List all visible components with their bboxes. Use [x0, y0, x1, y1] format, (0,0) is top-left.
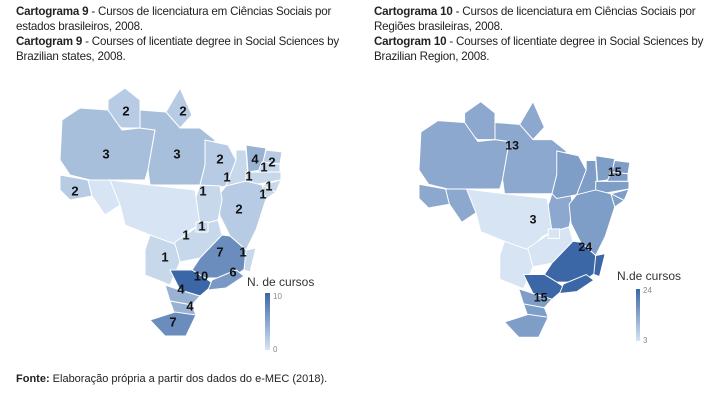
state-label-rn: 2	[268, 154, 275, 169]
state-label-am: 3	[102, 146, 109, 161]
caption-pt-title: Cartograma 10	[374, 5, 453, 18]
state-label-al: 1	[265, 178, 272, 193]
region-norte-ac	[418, 183, 450, 209]
legend-max: 24	[643, 286, 652, 295]
state-label-pa: 3	[173, 146, 180, 161]
state-label-ac: 2	[71, 183, 78, 198]
region-sul-rs	[503, 313, 549, 338]
state-ac	[59, 174, 93, 201]
state-label-rj: 6	[229, 264, 236, 279]
legend-states: N. de cursos 10 0	[247, 275, 314, 354]
map-regions: 13 15 3 24 15	[418, 100, 631, 338]
state-label-sp: 10	[194, 268, 208, 283]
caption-pt-text: - Cursos de licenciatura em Ciências Soc…	[374, 5, 696, 33]
state-label-ap: 2	[179, 103, 186, 118]
caption-cartogram-9: Cartograma 9 - Cursos de licenciatura em…	[16, 4, 361, 64]
region-sul-pr	[518, 288, 553, 309]
state-rj	[207, 269, 245, 291]
legend-gradient	[265, 293, 270, 350]
legend-regions: N.de cursos 24 3	[617, 269, 681, 345]
state-pr	[164, 284, 201, 306]
region-nordeste-ba	[568, 189, 616, 257]
state-label-sc: 4	[186, 298, 194, 313]
state-label-df: 1	[198, 218, 205, 233]
legend-min: 0	[273, 345, 278, 354]
caption-en-text: - Courses of licentiate degree in Social…	[16, 35, 339, 63]
state-ro	[87, 179, 121, 216]
caption-pt-title: Cartograma 9	[16, 5, 89, 18]
region-label-centro-oeste: 3	[530, 213, 537, 227]
caption-pt-text: - Cursos de licenciatura em Ciências Soc…	[16, 5, 332, 33]
legend-max: 10	[273, 292, 282, 301]
state-label-ma: 2	[216, 151, 223, 166]
state-label-rs: 7	[169, 314, 176, 329]
state-label-ba: 2	[235, 201, 242, 216]
region-sudeste-rj	[558, 273, 595, 295]
state-label-pr: 4	[177, 281, 185, 296]
legend-title: N.de cursos	[617, 269, 681, 283]
state-label-go: 1	[182, 227, 189, 242]
state-label-pb: 1	[260, 159, 267, 174]
state-label-se: 1	[259, 186, 266, 201]
state-label-es: 1	[239, 244, 246, 259]
region-sudeste-es	[593, 252, 606, 278]
caption-en-title: Cartogram 10	[374, 35, 447, 48]
region-nordeste-ma	[551, 150, 587, 200]
region-label-norte: 13	[505, 139, 519, 153]
legend-gradient	[636, 289, 640, 341]
source-text: Elaboração própria a partir dos dados do…	[49, 373, 328, 385]
source-note: Fonte: Elaboração própria a partir dos d…	[16, 373, 327, 385]
state-label-pi: 1	[223, 169, 230, 184]
state-rs	[149, 311, 197, 337]
caption-en-text: - Courses of licentiate degree in Social…	[374, 35, 704, 63]
state-label-rr: 2	[122, 103, 129, 118]
legend-min: 3	[643, 336, 648, 345]
state-df	[195, 221, 209, 233]
legend-title: N. de cursos	[247, 275, 314, 289]
region-label-sul: 15	[534, 291, 548, 305]
region-centro-oeste-df	[547, 228, 561, 239]
state-label-pe: 1	[245, 168, 252, 183]
state-label-ce: 4	[251, 151, 259, 166]
region-norte-ro	[444, 188, 477, 223]
state-label-mg: 7	[216, 244, 223, 259]
state-label-ms: 1	[161, 249, 168, 264]
source-label: Fonte:	[16, 373, 50, 385]
caption-en-title: Cartogram 9	[16, 35, 83, 48]
state-label-to: 1	[199, 183, 206, 198]
state-es	[243, 247, 257, 273]
region-label-sudeste: 24	[578, 240, 592, 254]
caption-cartogram-10: Cartograma 10 - Cursos de licenciatura e…	[374, 4, 719, 64]
region-label-nordeste: 15	[608, 165, 622, 179]
